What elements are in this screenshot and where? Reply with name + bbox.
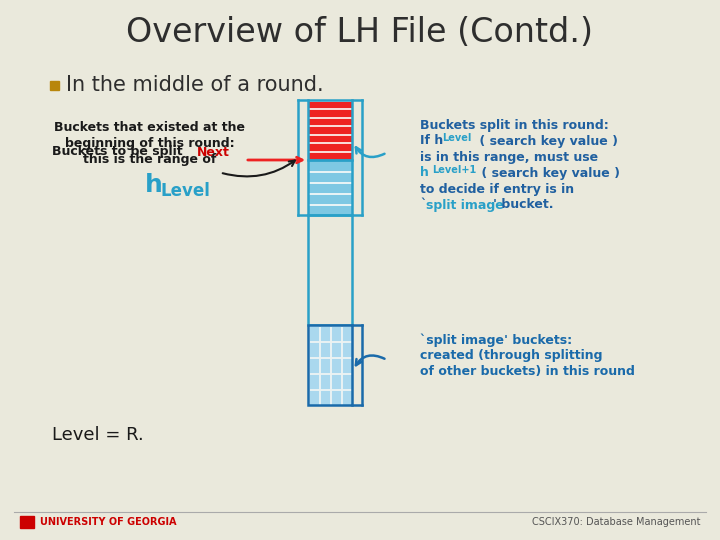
Bar [320, 389, 330, 404]
Bar [308, 100, 352, 160]
Bar [341, 389, 351, 404]
Bar [330, 374, 341, 388]
Bar [330, 341, 341, 356]
Bar [341, 326, 351, 341]
Text: If h: If h [420, 134, 444, 147]
Text: this is the range of: this is the range of [84, 153, 217, 166]
Bar [320, 341, 330, 356]
Bar [308, 357, 318, 373]
Bar [308, 160, 352, 171]
Text: Level = R.: Level = R. [52, 426, 144, 444]
Bar [308, 118, 352, 125]
Bar [308, 109, 352, 117]
Text: Buckets to be split: Buckets to be split [52, 145, 187, 159]
Bar [50, 81, 59, 90]
Text: to decide if entry is in: to decide if entry is in [420, 183, 574, 195]
Text: Level: Level [442, 133, 472, 143]
Bar [320, 326, 330, 341]
Text: `: ` [420, 199, 426, 212]
Text: split image: split image [426, 199, 504, 212]
Bar [308, 326, 318, 341]
Bar [330, 389, 341, 404]
Text: ( search key value ): ( search key value ) [477, 166, 620, 179]
Bar [341, 357, 351, 373]
Text: ' bucket.: ' bucket. [493, 199, 554, 212]
Bar [308, 160, 352, 215]
Bar [320, 357, 330, 373]
Bar [20, 516, 34, 528]
Text: Buckets that existed at the: Buckets that existed at the [55, 121, 246, 134]
Text: of other buckets) in this round: of other buckets) in this round [420, 366, 635, 379]
Text: h: h [420, 166, 429, 179]
Text: Next: Next [197, 145, 230, 159]
Text: beginning of this round:: beginning of this round: [66, 137, 235, 150]
Bar [308, 193, 352, 204]
Bar [330, 326, 341, 341]
Bar [308, 215, 352, 325]
Text: ( search key value ): ( search key value ) [475, 134, 618, 147]
Text: created (through splitting: created (through splitting [420, 349, 603, 362]
Text: is in this range, must use: is in this range, must use [420, 151, 598, 164]
Bar [341, 374, 351, 388]
Bar [308, 205, 352, 214]
Bar [308, 172, 352, 181]
Bar [308, 183, 352, 192]
Bar [308, 389, 318, 404]
Text: `split image' buckets:: `split image' buckets: [420, 333, 572, 347]
Bar [330, 357, 341, 373]
Bar [341, 341, 351, 356]
Bar [308, 341, 318, 356]
Text: Level: Level [160, 181, 210, 199]
Bar [308, 152, 352, 159]
Text: Overview of LH File (Contd.): Overview of LH File (Contd.) [127, 16, 593, 49]
Bar [308, 325, 352, 405]
Bar [320, 374, 330, 388]
Bar [308, 143, 352, 151]
Text: CSCIX370: Database Management: CSCIX370: Database Management [531, 517, 700, 527]
Bar [308, 126, 352, 134]
Bar [308, 100, 352, 108]
Text: Buckets split in this round:: Buckets split in this round: [420, 118, 608, 132]
Bar [308, 135, 352, 143]
Bar [308, 374, 318, 388]
Text: h: h [145, 173, 163, 198]
Text: UNIVERSITY OF GEORGIA: UNIVERSITY OF GEORGIA [40, 517, 176, 527]
Text: In the middle of a round.: In the middle of a round. [66, 75, 323, 95]
Text: Level+1: Level+1 [432, 165, 476, 175]
